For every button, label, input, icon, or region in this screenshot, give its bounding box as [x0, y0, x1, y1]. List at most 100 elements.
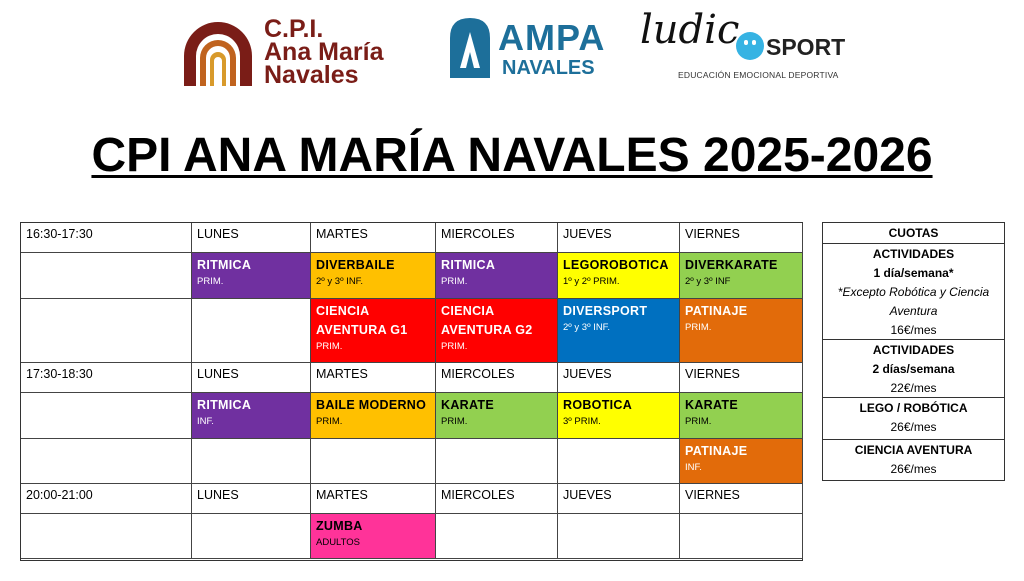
activity-group: ADULTOS — [316, 537, 360, 548]
day-header-miercoles: MIERCOLES — [436, 363, 558, 393]
activity-cell: PATINAJE PRIM. — [680, 299, 803, 363]
empty-cell — [558, 514, 680, 559]
ludico-logo-script: ludic — [640, 7, 740, 53]
activity-name: KARATE — [441, 398, 494, 412]
empty-cell — [192, 514, 311, 559]
day-header-miercoles: MIERCOLES — [436, 223, 558, 253]
empty-cell — [558, 439, 680, 484]
activity-group: 2º y 3º INF. — [316, 276, 364, 287]
activity-group: PRIM. — [441, 276, 468, 287]
activity-group: PRIM. — [685, 416, 712, 427]
empty-cell — [192, 299, 311, 363]
empty-cell — [192, 439, 311, 484]
time-spacer-cell — [21, 253, 192, 299]
cuotas-panel: CUOTAS ACTIVIDADES 1 día/semana* *Except… — [822, 222, 1005, 481]
day-header-viernes: VIERNES — [680, 363, 803, 393]
cuotas-block4-l1: CIENCIA AVENTURA — [854, 443, 973, 457]
activity-group: INF. — [685, 462, 702, 473]
ampa-logo: AMPA NAVALES — [438, 12, 624, 88]
activity-cell: BAILE MODERNO PRIM. — [311, 393, 436, 439]
cuotas-block1-l2: 1 día/semana* — [873, 266, 954, 280]
activity-name: DIVERBAILE — [316, 258, 395, 272]
cuotas-block3-l1: LEGO / ROBÓTICA — [859, 401, 968, 415]
activity-cell: CIENCIA AVENTURA G1 PRIM. — [311, 299, 436, 363]
cuotas-block3-price: 26€/mes — [890, 420, 937, 434]
day-header-miercoles: MIERCOLES — [436, 484, 558, 514]
cuotas-block2-l2: 2 días/semana — [872, 362, 955, 376]
activity-cell: DIVERSPORT 2º y 3º INF. — [558, 299, 680, 363]
smiley-icon — [736, 32, 764, 60]
day-header-martes: MARTES — [311, 484, 436, 514]
activity-name: CIENCIA AVENTURA G2 — [441, 304, 533, 337]
ludico-logo-sport: SPORT — [766, 34, 846, 60]
activity-name: RITMICA — [197, 258, 252, 272]
day-header-martes: MARTES — [311, 223, 436, 253]
activity-name: CIENCIA AVENTURA G1 — [316, 304, 408, 337]
activity-cell: ROBOTICA 3º PRIM. — [558, 393, 680, 439]
empty-cell — [680, 514, 803, 559]
cuotas-block1-price: 16€/mes — [890, 323, 937, 337]
activity-name: BAILE MODERNO — [316, 398, 427, 412]
empty-cell — [436, 514, 558, 559]
cuotas-block1-l3: *Excepto Robótica y Ciencia — [837, 285, 990, 299]
activity-name: ZUMBA — [316, 519, 363, 533]
activity-name: PATINAJE — [685, 304, 748, 318]
cuotas-block-1: ACTIVIDADES 1 día/semana* *Excepto Robót… — [823, 244, 1004, 340]
activity-cell: DIVERBAILE 2º y 3º INF. — [311, 253, 436, 299]
activity-cell: ZUMBA ADULTOS — [311, 514, 436, 559]
cuotas-block2-price: 22€/mes — [890, 381, 937, 395]
activity-group: PRIM. — [441, 416, 468, 427]
activity-group: 2º y 3º INF — [685, 276, 731, 287]
cuotas-block2-l1: ACTIVIDADES — [872, 343, 955, 357]
day-header-lunes: LUNES — [192, 363, 311, 393]
activity-cell: LEGOROBOTICA 1º y 2º PRIM. — [558, 253, 680, 299]
cpi-arch-icon — [184, 22, 252, 86]
ludico-sport-logo: ludic SPORT EDUCACIÓN EMOCIONAL DEPORTIV… — [640, 8, 854, 84]
ludico-logo-tagline: EDUCACIÓN EMOCIONAL DEPORTIVA — [678, 70, 839, 80]
cuotas-block-2: ACTIVIDADES 2 días/semana 22€/mes — [823, 340, 1004, 398]
time-spacer-cell — [21, 393, 192, 439]
cpi-logo-line1: C.P.I. — [264, 15, 324, 43]
activity-cell: RITMICA PRIM. — [436, 253, 558, 299]
cuotas-heading: CUOTAS — [823, 223, 1004, 244]
activity-name: RITMICA — [197, 398, 252, 412]
activity-group: PRIM. — [316, 416, 343, 427]
activity-group: 2º y 3º INF. — [563, 322, 611, 333]
day-header-jueves: JUEVES — [558, 223, 680, 253]
ampa-logo-title: AMPA — [498, 17, 606, 58]
activity-cell: PATINAJE INF. — [680, 439, 803, 484]
cuotas-block1-l4: Aventura — [889, 304, 938, 318]
time-spacer-cell — [21, 299, 192, 363]
day-header-viernes: VIERNES — [680, 484, 803, 514]
empty-cell — [436, 439, 558, 484]
time-slot-label: 16:30-17:30 — [21, 223, 192, 253]
activity-group: INF. — [197, 416, 214, 427]
activity-name: DIVERSPORT — [563, 304, 648, 318]
empty-cell — [311, 439, 436, 484]
activity-name: DIVERKARATE — [685, 258, 778, 272]
cuotas-block-3: LEGO / ROBÓTICA 26€/mes — [823, 398, 1004, 440]
time-slot-label: 17:30-18:30 — [21, 363, 192, 393]
activity-cell: RITMICA PRIM. — [192, 253, 311, 299]
day-header-jueves: JUEVES — [558, 363, 680, 393]
day-header-martes: MARTES — [311, 363, 436, 393]
activity-group: PRIM. — [441, 341, 468, 352]
cpi-logo: C.P.I. Ana María Navales — [178, 14, 418, 88]
activity-name: LEGOROBOTICA — [563, 258, 669, 272]
day-header-jueves: JUEVES — [558, 484, 680, 514]
cuotas-block1-l1: ACTIVIDADES — [872, 247, 955, 261]
cpi-logo-line2: Ana María — [264, 38, 384, 66]
schedule-grid: 16:30-17:30 LUNES MARTES MIERCOLES JUEVES VIE… — [20, 222, 803, 561]
activity-group: PRIM. — [197, 276, 224, 287]
ampa-logo-subtitle: NAVALES — [502, 57, 595, 79]
activity-name: PATINAJE — [685, 444, 748, 458]
day-header-viernes: VIERNES — [680, 223, 803, 253]
activity-cell: KARATE PRIM. — [436, 393, 558, 439]
activity-cell: KARATE PRIM. — [680, 393, 803, 439]
activity-cell: RITMICA INF. — [192, 393, 311, 439]
ampa-emblem-icon — [450, 18, 490, 78]
page-title: CPI ANA MARÍA NAVALES 2025-2026 — [91, 129, 933, 182]
activity-name: RITMICA — [441, 258, 496, 272]
time-spacer-cell — [21, 514, 192, 559]
activity-cell: DIVERKARATE 2º y 3º INF — [680, 253, 803, 299]
